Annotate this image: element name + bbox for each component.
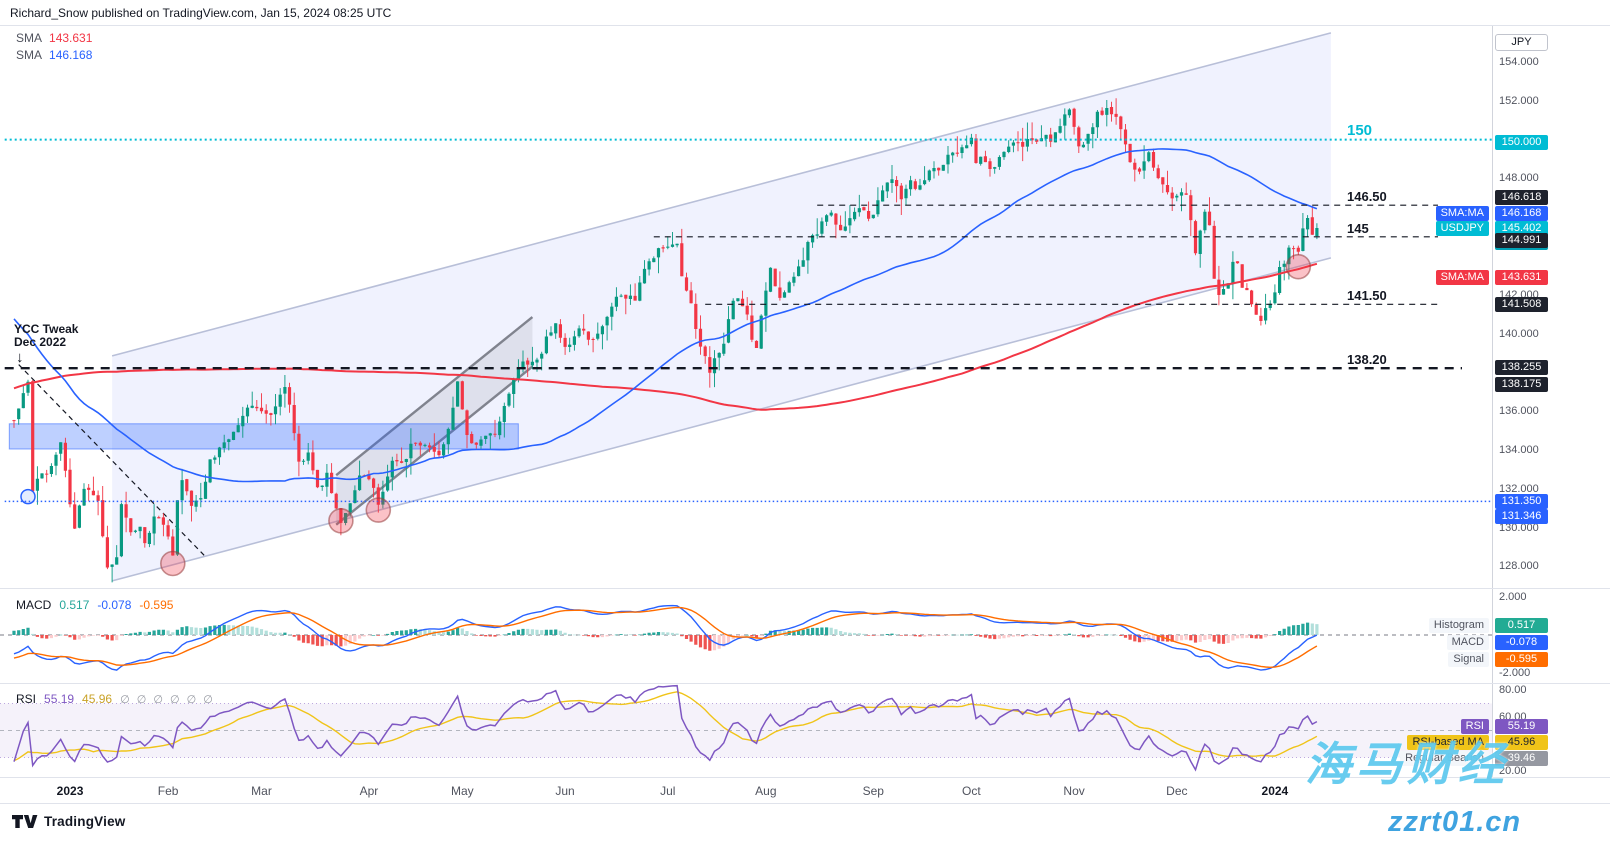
ycc-annotation: YCC Tweak Dec 2022 ↓	[14, 322, 79, 366]
level-label: 141.50	[1347, 288, 1387, 304]
price-tag: 146.168	[1495, 206, 1548, 222]
time-axis-label[interactable]: Aug	[755, 784, 777, 798]
currency-label: JPY	[1495, 34, 1548, 51]
sma-legend-row: SMA 143.631	[16, 31, 93, 45]
watermark-text: 海马财经	[1305, 738, 1509, 790]
indicator-tag: 0.517	[1495, 617, 1548, 633]
macd-axis-tick: 2.000	[1499, 591, 1527, 603]
publish-text: Richard_Snow published on TradingView.co…	[10, 5, 392, 20]
price-axis-tick: 154.000	[1499, 56, 1539, 68]
price-axis-tick: 132.000	[1499, 482, 1539, 495]
tag-prefix-label: SMA:MA	[1435, 206, 1489, 222]
last-price-value: 145.402	[1501, 222, 1542, 235]
tradingview-logo-icon	[12, 814, 38, 834]
down-arrow-icon: ↓	[16, 349, 24, 366]
price-axis-tick: 128.000	[1499, 560, 1539, 573]
time-axis-label[interactable]: Oct	[962, 784, 981, 798]
time-axis-label[interactable]: Dec	[1166, 784, 1188, 798]
indicator-tag: 39.46	[1495, 750, 1548, 766]
indicator-tag: -0.595	[1495, 651, 1548, 667]
time-axis-label[interactable]: May	[450, 784, 474, 798]
time-axis-label[interactable]: Mar	[251, 784, 272, 798]
price-tag: 141.508	[1495, 296, 1548, 312]
price-tag: 138.175	[1495, 376, 1548, 392]
sma-legend: SMA 143.631 SMA 146.168	[16, 31, 100, 65]
level-label: 146.50	[1347, 189, 1387, 205]
panel-separator	[0, 803, 1610, 804]
sma-legend-row: SMA 146.168	[16, 48, 93, 62]
price-axis-tick: 130.000	[1499, 521, 1539, 534]
price-tag: 131.350	[1495, 493, 1548, 509]
time-axis-label[interactable]: 2024	[1261, 784, 1289, 798]
price-tag: 143.631	[1495, 269, 1548, 285]
indicator-label: MACD	[1446, 634, 1489, 650]
price-scale-divider	[1492, 26, 1493, 777]
indicator-label: Signal	[1448, 651, 1489, 667]
price-tag: 150.000	[1495, 135, 1548, 151]
time-axis-label[interactable]: Nov	[1063, 784, 1085, 798]
indicator-tag: 55.19	[1495, 718, 1548, 734]
time-axis-label[interactable]: Jul	[660, 784, 676, 798]
indicator-label: Regular Bearish	[1400, 750, 1489, 766]
price-tag: 144.991	[1495, 233, 1548, 249]
indicator-label: RSI-based MA	[1407, 734, 1489, 750]
price-axis-tick: 140.000	[1499, 327, 1539, 340]
level-label: 150	[1347, 121, 1373, 139]
level-label: 145	[1347, 220, 1369, 236]
ycc-text-line2: Dec 2022	[14, 335, 67, 349]
tag-prefix-label: SMA:MA	[1435, 269, 1489, 285]
panel-separator[interactable]	[0, 588, 1610, 589]
indicator-tag: 45.96	[1495, 734, 1548, 750]
tag-prefix-label: USDJPY	[1435, 221, 1489, 237]
panel-separator[interactable]	[0, 683, 1610, 684]
price-tag: 146.618	[1495, 189, 1548, 205]
rsi-axis-tick: 80.00	[1499, 684, 1527, 696]
time-axis-label[interactable]: 2023	[56, 784, 84, 798]
price-axis-tick: 152.000	[1499, 94, 1539, 107]
price-axis-tick: 134.000	[1499, 444, 1539, 456]
price-tag: 131.346	[1495, 508, 1548, 524]
time-axis-label[interactable]: Apr	[359, 784, 379, 798]
publish-bar: Richard_Snow published on TradingView.co…	[0, 0, 1610, 26]
chart-pane[interactable]	[0, 26, 1492, 777]
null-plot-values: ∅ ∅ ∅ ∅ ∅ ∅	[120, 694, 215, 706]
rsi-legend: RSI 55.19 45.96 ∅ ∅ ∅ ∅ ∅ ∅	[16, 692, 215, 706]
level-label: 138.20	[1347, 352, 1387, 368]
tradingview-brand: TradingView	[44, 814, 126, 829]
indicator-tag: -0.078	[1495, 634, 1548, 650]
panel-separator	[0, 777, 1610, 778]
price-axis-tick: 148.000	[1499, 172, 1539, 185]
indicator-label: RSI	[1460, 718, 1489, 734]
macd-legend: MACD 0.517 -0.078 -0.595	[16, 598, 174, 612]
time-axis-label[interactable]: Feb	[157, 784, 179, 798]
time-axis-label[interactable]: Sep	[862, 784, 884, 798]
time-axis-label[interactable]: Jun	[555, 784, 575, 798]
watermark-url: zzrt01.cn	[1388, 806, 1522, 838]
macd-axis-tick: -2.000	[1499, 667, 1531, 679]
rsi-axis-tick: 20.00	[1499, 765, 1527, 777]
indicator-label: Histogram	[1428, 617, 1489, 633]
ycc-text-line1: YCC Tweak	[14, 322, 79, 336]
footer-bar: TradingView	[0, 804, 1610, 857]
price-tag: 138.255	[1495, 359, 1548, 375]
price-axis-tick: 136.000	[1499, 405, 1539, 418]
